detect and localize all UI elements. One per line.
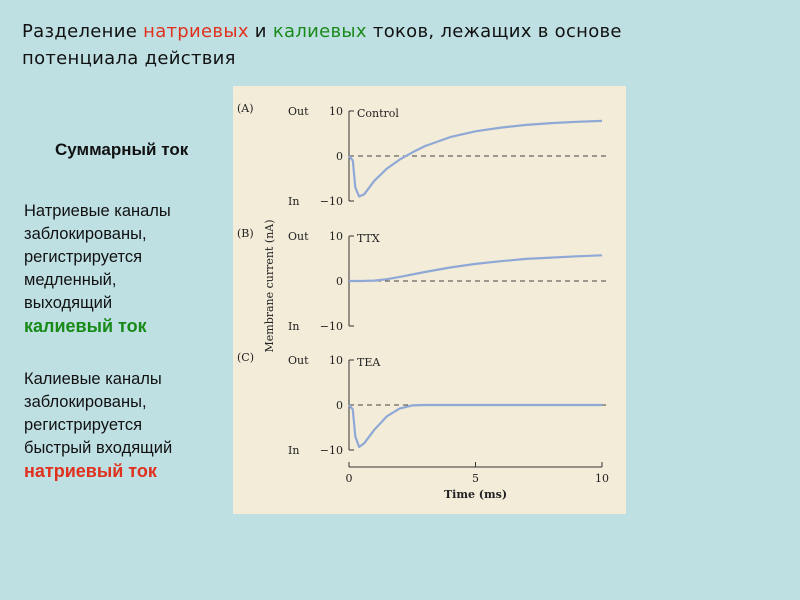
p2-line: регистрируется	[24, 416, 143, 434]
y-tick-label: 0	[336, 275, 343, 288]
current-recordings-svg: (A) 10 Out 0 −10 In Control (B) 10 Out 0 −10 In TTX (C…	[237, 102, 609, 501]
series-label: TEA	[357, 356, 381, 369]
y-side-label: Out	[288, 105, 309, 118]
y-tick-label: −10	[320, 195, 343, 208]
sodium-current-emphasis: натриевый ток	[24, 461, 157, 481]
y-tick-label: 10	[329, 105, 343, 118]
y-tick-label: 10	[329, 230, 343, 243]
y-side-label: Out	[288, 230, 309, 243]
p1-line: заблокированы,	[24, 225, 147, 243]
p2-line: быстрый входящий	[24, 439, 173, 457]
summary-current-label: Суммарный ток	[55, 140, 189, 159]
x-tick-label: 10	[595, 472, 609, 485]
p1-line: медленный,	[24, 271, 117, 289]
y-side-label: In	[288, 320, 299, 333]
title-part-5: токов, лежащих в основе потенциала дейст…	[22, 21, 622, 69]
title-potassium: калиевых	[272, 21, 367, 42]
x-axis-title: Time (ms)	[444, 488, 507, 501]
p2-line: Калиевые каналы	[24, 370, 162, 388]
x-tick-label: 5	[472, 472, 479, 485]
panel-letter: (B)	[237, 227, 254, 240]
current-trace	[348, 403, 602, 448]
x-tick-label: 0	[346, 472, 353, 485]
potassium-current-emphasis: калиевый ток	[24, 316, 147, 336]
series-label: Control	[357, 107, 399, 120]
y-axis-title: Membrane current (nA)	[263, 219, 276, 352]
series-label: TTX	[357, 232, 380, 245]
panel-letter: (C)	[237, 351, 254, 364]
y-side-label: Out	[288, 354, 309, 367]
current-recordings-figure: (A) 10 Out 0 −10 In Control (B) 10 Out 0 −10 In TTX (C…	[233, 86, 626, 514]
current-trace	[348, 119, 603, 198]
p1-line: Натриевые каналы	[24, 202, 171, 220]
y-side-label: In	[288, 195, 299, 208]
p1-line: регистрируется	[24, 248, 143, 266]
slide-title: Разделение натриевых и калиевых токов, л…	[22, 18, 622, 72]
sodium-paragraph: Калиевые каналы заблокированы, регистрир…	[24, 368, 224, 483]
p2-line: заблокированы,	[24, 393, 147, 411]
title-sodium: натриевых	[143, 21, 249, 42]
y-tick-label: 0	[336, 150, 343, 163]
y-side-label: In	[288, 444, 299, 457]
title-part-1: Разделение	[22, 21, 144, 42]
current-trace	[349, 254, 603, 283]
p1-line: выходящий	[24, 294, 113, 312]
title-part-3: и	[248, 21, 273, 42]
y-tick-label: −10	[320, 444, 343, 457]
panel-letter: (A)	[237, 102, 254, 115]
y-tick-label: 10	[329, 354, 343, 367]
y-tick-label: 0	[336, 399, 343, 412]
y-tick-label: −10	[320, 320, 343, 333]
potassium-paragraph: Натриевые каналы заблокированы, регистри…	[24, 200, 224, 338]
